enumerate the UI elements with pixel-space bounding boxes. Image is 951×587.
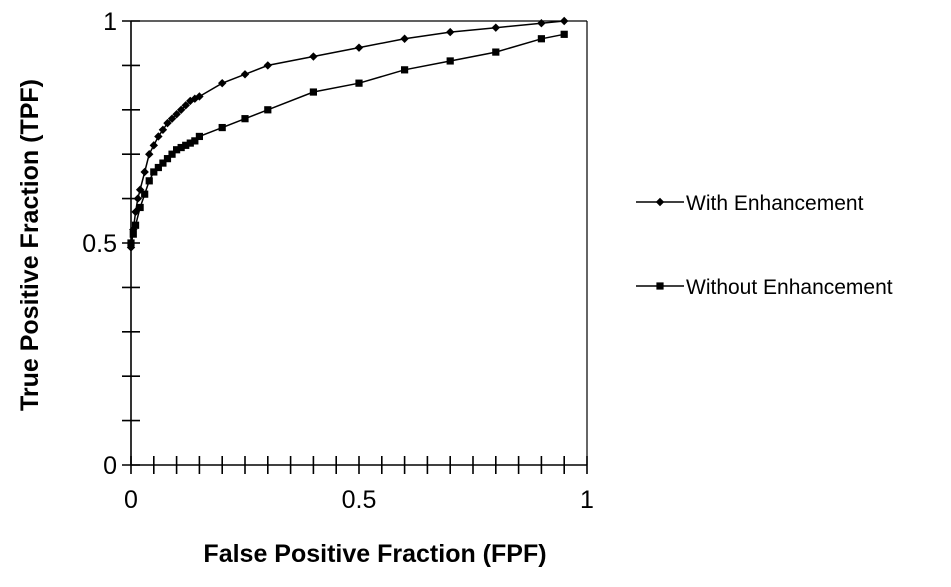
square-point bbox=[355, 79, 363, 87]
square-point bbox=[145, 177, 153, 185]
diamond-point bbox=[240, 70, 250, 79]
diamond-point bbox=[135, 185, 145, 194]
diamond-point bbox=[181, 101, 190, 110]
square-point bbox=[131, 221, 140, 229]
legend-label: Without Enhancement bbox=[686, 276, 893, 299]
square-point bbox=[141, 190, 149, 198]
diamond-point bbox=[149, 141, 158, 150]
square-point bbox=[154, 163, 162, 172]
tick-labels: 0 0.5 1 0 0.5 1 bbox=[82, 8, 594, 514]
square-point bbox=[537, 35, 545, 43]
diamond-point bbox=[167, 114, 177, 123]
legend-entry: With Enhancement bbox=[636, 192, 864, 215]
square-point bbox=[182, 141, 190, 149]
square-point bbox=[191, 137, 199, 145]
legend-entry: Without Enhancement bbox=[636, 276, 893, 299]
diamond-point bbox=[154, 132, 163, 141]
diamond-point bbox=[446, 27, 455, 37]
diamond-point bbox=[145, 150, 154, 159]
x-tick-label: 1 bbox=[580, 486, 594, 514]
square-point bbox=[492, 48, 500, 56]
y-tick-label: 0.5 bbox=[82, 230, 117, 258]
y-axis-title: True Positive Fraction (TPF) bbox=[16, 79, 44, 411]
diamond-point bbox=[186, 96, 195, 106]
diamond-point bbox=[190, 94, 200, 103]
series-line-0 bbox=[130, 20, 565, 248]
x-axis-title: False Positive Fraction (FPF) bbox=[203, 540, 546, 568]
square-point bbox=[163, 155, 172, 163]
square-point bbox=[186, 139, 194, 147]
square-point bbox=[127, 239, 135, 247]
axis-ticks bbox=[122, 20, 588, 474]
diamond-point bbox=[133, 194, 143, 203]
diamond-point bbox=[176, 105, 186, 114]
square-point bbox=[150, 168, 158, 176]
square-point bbox=[136, 203, 144, 212]
legend-marker bbox=[655, 197, 665, 207]
diamond-point bbox=[163, 118, 172, 128]
y-tick-label: 0 bbox=[103, 452, 117, 480]
diamond-point bbox=[218, 78, 227, 88]
x-tick-label: 0 bbox=[124, 486, 138, 514]
x-tick-label: 0.5 bbox=[342, 486, 377, 514]
diamond-point bbox=[126, 243, 136, 252]
y-tick-label: 1 bbox=[103, 8, 117, 36]
diamond-point bbox=[172, 110, 181, 119]
square-point bbox=[401, 66, 409, 74]
diamond-point bbox=[400, 34, 409, 43]
square-point bbox=[173, 146, 181, 154]
plot-frame bbox=[130, 20, 588, 466]
legend-label: With Enhancement bbox=[686, 192, 864, 215]
diamond-point bbox=[140, 167, 149, 177]
diamond-point bbox=[537, 19, 546, 28]
square-point bbox=[218, 123, 226, 132]
square-point bbox=[159, 159, 167, 167]
square-point bbox=[446, 57, 454, 65]
legend-marker bbox=[656, 282, 664, 290]
square-point bbox=[241, 115, 249, 123]
diamond-point bbox=[354, 43, 364, 52]
square-point bbox=[309, 88, 317, 96]
square-point bbox=[129, 230, 137, 238]
diamond-point bbox=[309, 52, 318, 61]
plot-series bbox=[126, 16, 569, 252]
square-point bbox=[177, 143, 185, 152]
diamond-point bbox=[560, 16, 569, 26]
diamond-point bbox=[491, 23, 500, 32]
square-point bbox=[168, 150, 176, 158]
diamond-point bbox=[195, 92, 204, 101]
square-point bbox=[560, 30, 568, 38]
diamond-point bbox=[263, 61, 272, 70]
square-point bbox=[264, 106, 272, 114]
square-point bbox=[195, 132, 203, 141]
diamond-point bbox=[158, 125, 168, 134]
legend: With Enhancement Without Enhancement bbox=[636, 192, 893, 299]
